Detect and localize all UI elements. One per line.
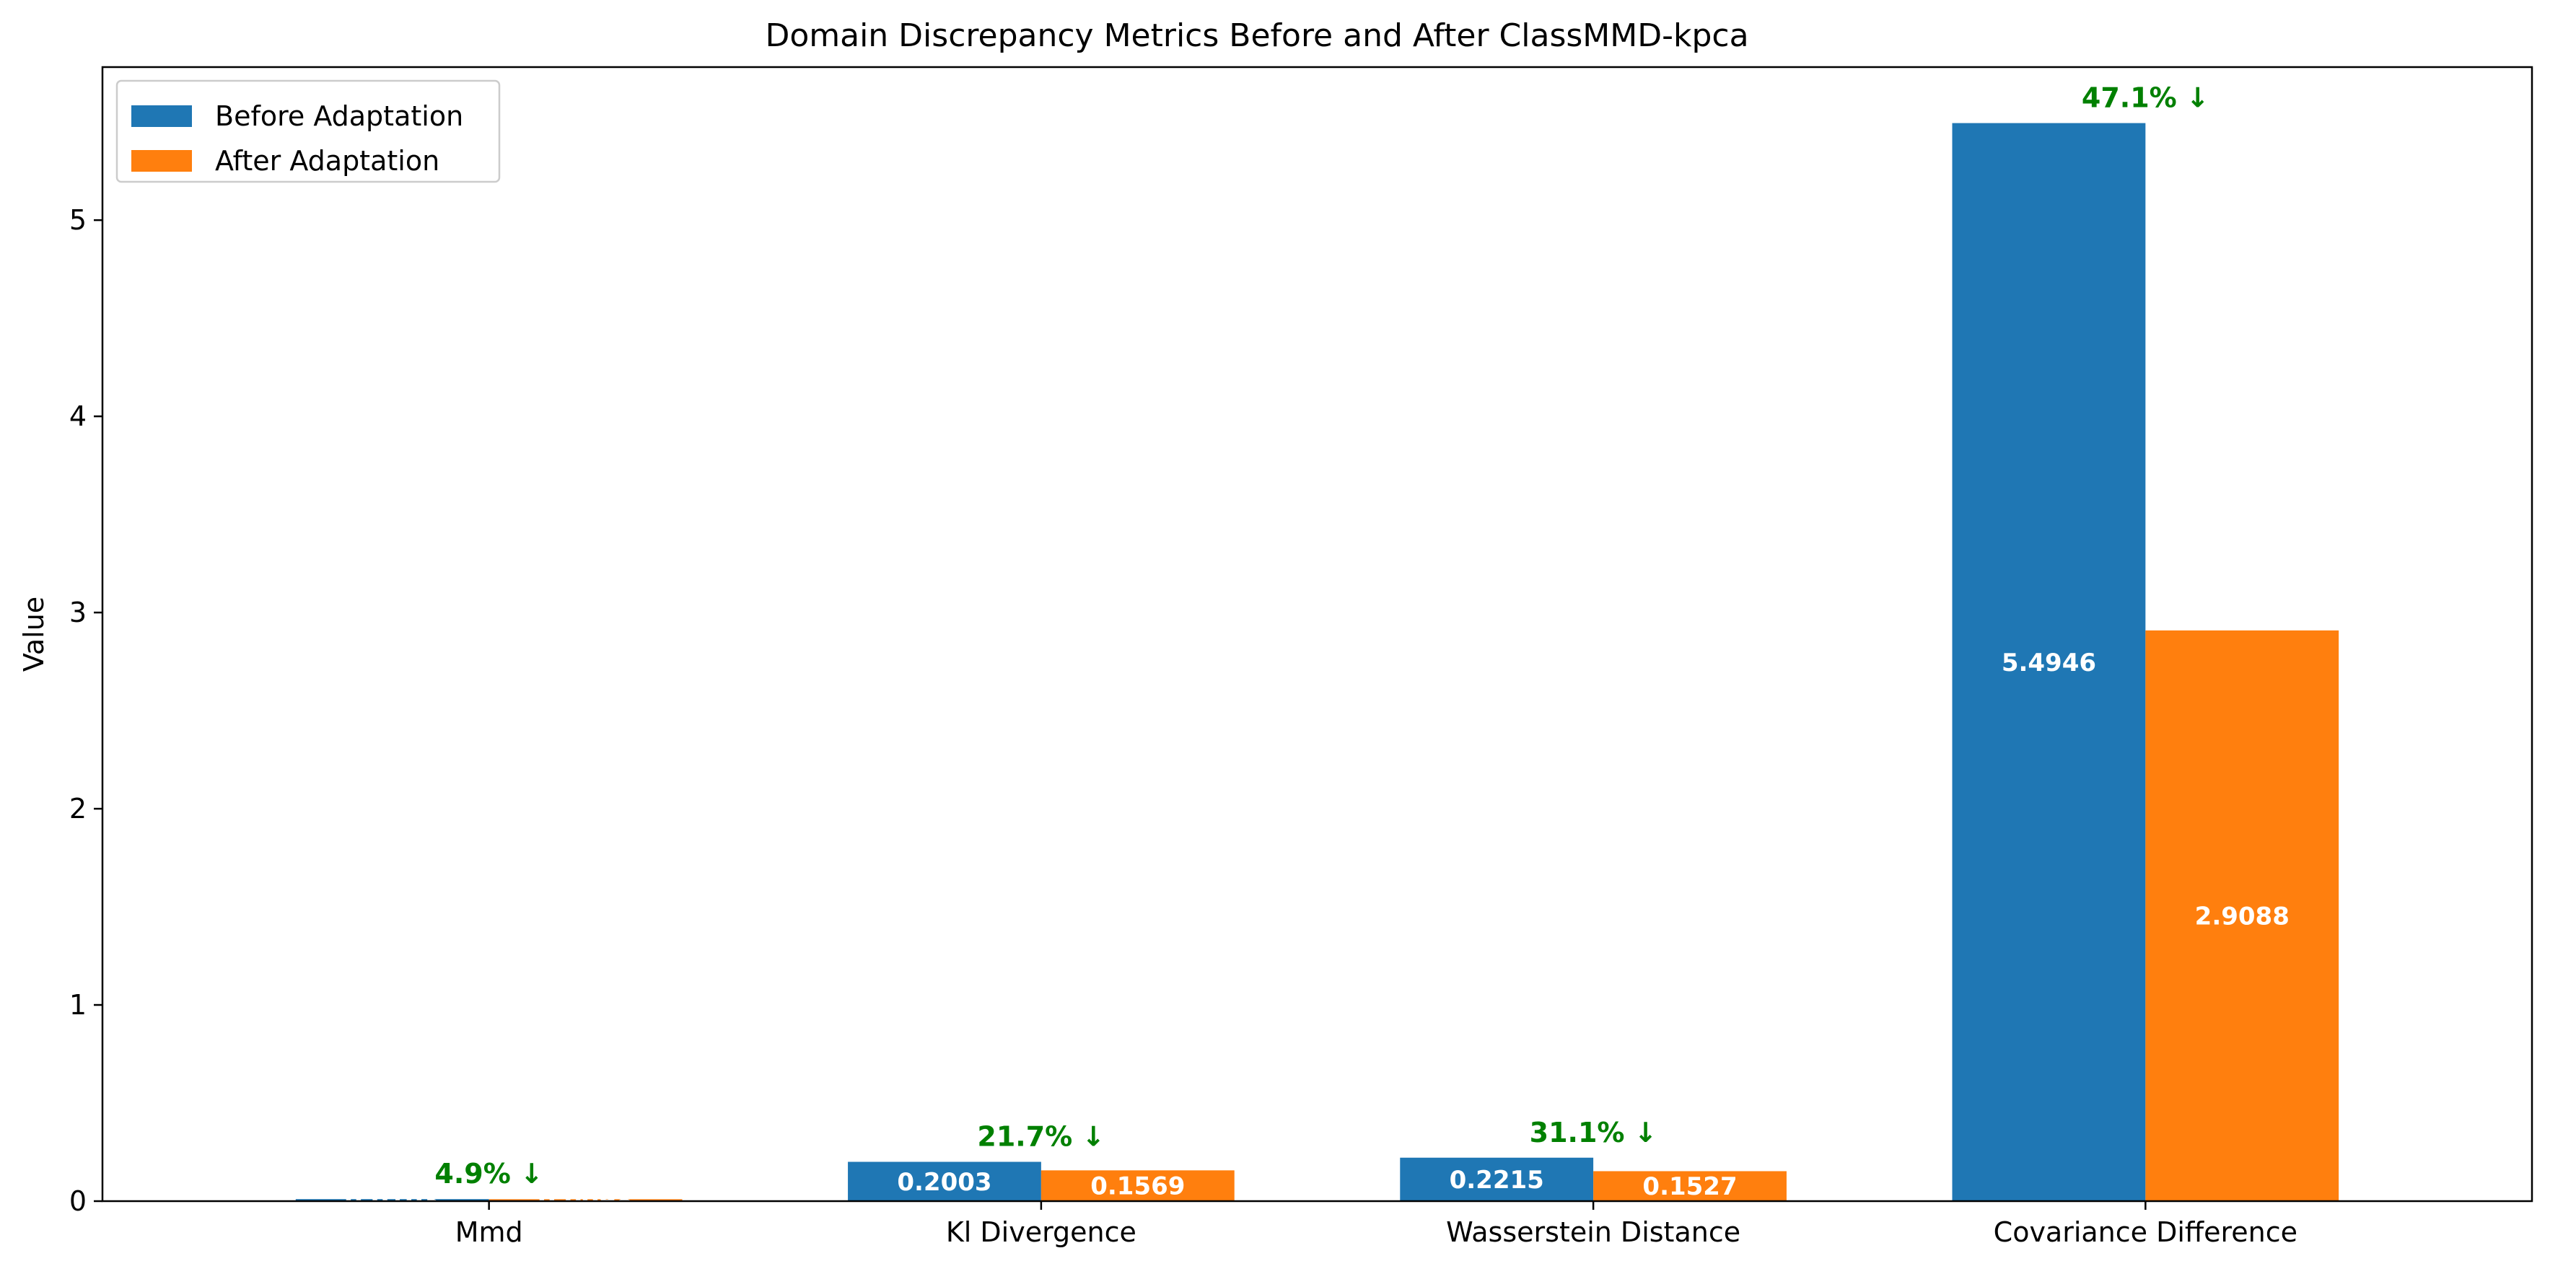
bar-after [489, 1199, 683, 1201]
bar-before [295, 1199, 489, 1201]
bar-value-label: 0.2003 [897, 1168, 991, 1197]
y-tick-label: 4 [69, 400, 87, 432]
y-tick-label: 0 [69, 1185, 87, 1217]
bar-value-label: 5.4946 [2002, 649, 2096, 677]
axes-frame [101, 66, 2533, 1203]
chart-title: Domain Discrepancy Metrics Before and Af… [765, 17, 1748, 54]
bar-after [2145, 630, 2339, 1201]
legend-label: After Adaptation [215, 145, 439, 177]
legend-swatch-before [131, 105, 192, 127]
bar-before [1952, 123, 2146, 1201]
legend: Before Adaptation After Adaptation [115, 79, 501, 183]
bar-after [1593, 1171, 1787, 1201]
x-tick-label: Wasserstein Distance [1446, 1216, 1740, 1248]
x-tick-label: Mmd [455, 1216, 523, 1248]
y-tick-label: 2 [69, 793, 87, 825]
reduction-label: 4.9% ↓ [434, 1158, 543, 1190]
bar-before [1400, 1157, 1594, 1201]
x-tick-label: Kl Divergence [946, 1216, 1136, 1248]
y-tick-label: 1 [69, 989, 87, 1021]
y-tick-label: 5 [69, 204, 87, 236]
y-axis-label: Value [18, 597, 50, 672]
bar-value-label: 0.1527 [1642, 1172, 1737, 1201]
bar-after [1041, 1170, 1235, 1201]
x-tick-label: Covariance Difference [1994, 1216, 2297, 1248]
reduction-label: 47.1% ↓ [2082, 82, 2209, 114]
bar-value-label: 0.2215 [1450, 1166, 1544, 1195]
bar-value-label: 2.9088 [2195, 902, 2290, 931]
y-tick-label: 3 [69, 597, 87, 628]
reduction-label: 21.7% ↓ [977, 1121, 1105, 1153]
legend-swatch-after [131, 150, 192, 172]
bar-value-label: 0.1569 [1090, 1172, 1185, 1201]
bar-before [848, 1161, 1041, 1201]
legend-box [115, 79, 501, 183]
legend-label: Before Adaptation [215, 100, 463, 132]
reduction-label: 31.1% ↓ [1530, 1117, 1657, 1148]
